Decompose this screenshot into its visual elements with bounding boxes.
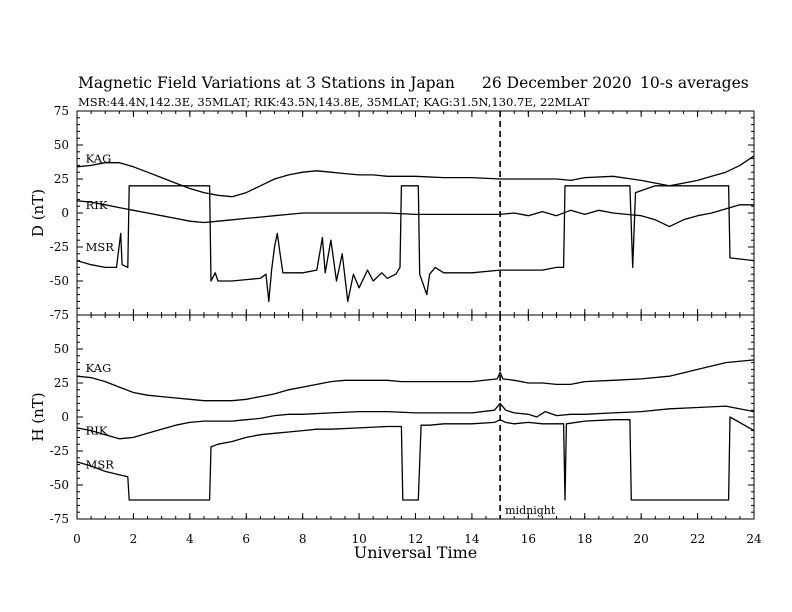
chart-panels: 75 50 25 0 -25 -50 -75 D (nT) KAG RIK MSR 50 25 0 -25 -… [29, 104, 762, 562]
y-tick-label: 25 [54, 172, 69, 186]
y-tick-label: 25 [54, 376, 69, 390]
x-tick-label: 8 [299, 532, 307, 546]
x-tick-label: 6 [242, 532, 250, 546]
series-line-msr [76, 416, 755, 501]
series-line-msr [76, 185, 755, 303]
midnight-label: midnight [505, 504, 556, 517]
x-axis-label: Universal Time [354, 543, 477, 562]
y-tick-label: 50 [54, 342, 69, 356]
series-line-kag [76, 155, 755, 198]
chart-date: 26 December 2020 [482, 74, 632, 92]
series-label-rik: RIK [86, 198, 108, 212]
y-tick-label: -25 [50, 444, 69, 458]
plot-frame [76, 314, 755, 520]
chart-averaging: 10-s averages [640, 74, 749, 92]
x-tick-label: 24 [746, 532, 762, 546]
y-tick-label: -75 [50, 512, 69, 526]
series-label-kag: KAG [86, 152, 112, 166]
x-tick-label: 22 [690, 532, 705, 546]
series-label-msr: MSR [86, 240, 115, 254]
series-label-rik: RIK [86, 424, 108, 438]
x-tick-label: 14 [464, 532, 480, 546]
chart-title: Magnetic Field Variations at 3 Stations … [78, 74, 455, 92]
series-line-rik [76, 402, 755, 440]
x-tick-label: 12 [408, 532, 423, 546]
series-label-msr: MSR [86, 458, 115, 472]
y-tick-label: -50 [50, 274, 69, 288]
plot-frame [76, 110, 755, 316]
y-axis-label: H (nT) [29, 392, 47, 441]
x-tick-label: 0 [73, 532, 81, 546]
x-tick-label: 4 [186, 532, 194, 546]
y-tick-label: 0 [61, 206, 69, 220]
y-tick-label: -75 [50, 308, 69, 322]
panel-d: 75 50 25 0 -25 -50 -75 D (nT) KAG RIK MSR [29, 104, 755, 322]
y-tick-label: -25 [50, 240, 69, 254]
y-tick-label: 0 [61, 410, 69, 424]
y-tick-label: 75 [54, 104, 69, 118]
y-axis-label: D (nT) [29, 189, 47, 237]
y-tick-label: 50 [54, 138, 69, 152]
series-line-rik [76, 200, 754, 228]
x-tick-label: 2 [130, 532, 138, 546]
y-tick-label: -50 [50, 478, 69, 492]
x-tick-label: 18 [577, 532, 592, 546]
x-tick-label: 10 [351, 532, 366, 546]
x-tick-label: 20 [634, 532, 649, 546]
series-label-kag: KAG [86, 361, 112, 375]
series-line-kag [76, 359, 755, 402]
x-tick-label: 16 [521, 532, 536, 546]
chart-station-info: MSR:44.4N,142.3E, 35MLAT; RIK:43.5N,143.… [78, 95, 590, 109]
